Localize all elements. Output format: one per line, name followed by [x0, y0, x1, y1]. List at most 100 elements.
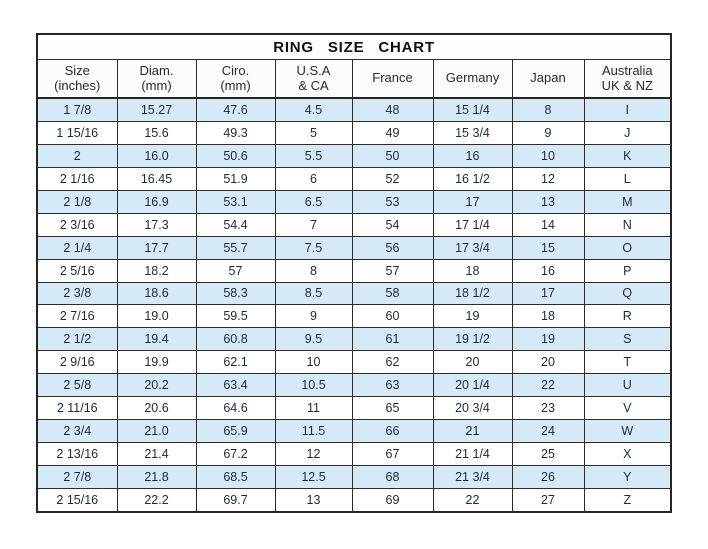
table-cell: 19: [432, 304, 513, 329]
table-cell: 24: [511, 418, 585, 443]
table-cell: 15 3/4: [432, 121, 513, 146]
table-row: 1 7/8 15.27 47.6 4.5 48 15 1/4 8 I: [36, 97, 672, 123]
table-cell: 12.5: [274, 464, 353, 489]
table-cell: 16.9: [116, 189, 197, 214]
table-cell: J: [583, 121, 672, 146]
table-cell: 20 3/4: [432, 396, 513, 420]
title-row: RING SIZE CHART: [36, 33, 672, 60]
column-header-france: France: [351, 59, 434, 99]
table-cell: 19.9: [116, 350, 197, 375]
column-header-label: Size: [64, 62, 90, 78]
table-cell: 53.1: [195, 189, 276, 214]
table-cell: L: [583, 166, 672, 191]
table-cell: 63.4: [195, 373, 276, 398]
chart-title: RING SIZE CHART: [36, 33, 672, 60]
table-cell: 2 3/8: [36, 281, 118, 306]
column-header-sublabel: (mm): [220, 77, 251, 93]
column-header-label: U.S.A: [296, 62, 331, 78]
table-cell: 68: [351, 464, 434, 489]
table-row: 2 7/16 19.0 59.5 9 60 19 18 R: [36, 304, 672, 329]
table-cell: 60: [351, 304, 434, 329]
table-cell: 7: [274, 212, 353, 237]
table-cell: 9: [274, 304, 353, 329]
table-cell: I: [583, 97, 672, 123]
table-cell: 15.6: [116, 121, 197, 146]
table-cell: 59.5: [195, 304, 276, 329]
table-cell: 60.8: [195, 327, 276, 352]
table-cell: 18 1/2: [432, 281, 513, 306]
table-cell: 1 7/8: [36, 97, 118, 123]
table-cell: 2 1/8: [36, 189, 118, 214]
table-cell: Y: [583, 464, 672, 489]
table-row: 2 3/16 17.3 54.4 7 54 17 1/4 14 N: [36, 212, 672, 237]
ring-size-chart: RING SIZE CHART Size (inches) Diam. (mm) Cir…: [36, 33, 673, 513]
column-header-label: Australia: [601, 62, 653, 78]
column-header-size: Size (inches): [36, 59, 118, 99]
table-row: 2 16.0 50.6 5.5 50 16 10 K: [36, 144, 672, 168]
table-cell: 65.9: [195, 418, 276, 443]
table-cell: 5.5: [274, 144, 353, 168]
table-cell: 16 1/2: [432, 166, 513, 191]
table-cell: 16: [511, 258, 585, 283]
table-cell: 67: [351, 441, 434, 466]
table-cell: W: [583, 418, 672, 443]
table-cell: 4.5: [274, 97, 353, 123]
table-row: 2 1/8 16.9 53.1 6.5 53 17 13 M: [36, 189, 672, 214]
table-row: 2 3/4 21.0 65.9 11.5 66 21 24 W: [36, 418, 672, 443]
table-cell: 68.5: [195, 464, 276, 489]
table-cell: 5: [274, 121, 353, 146]
table-cell: 14: [511, 212, 585, 237]
table-cell: X: [583, 441, 672, 466]
table-cell: 8: [274, 258, 353, 283]
table-cell: 18.6: [116, 281, 197, 306]
table-cell: 57: [351, 258, 434, 283]
table-cell: U: [583, 373, 672, 398]
table-cell: 21 3/4: [432, 464, 513, 489]
table-cell: 57: [195, 258, 276, 283]
table-cell: 26: [511, 464, 585, 489]
table-cell: 9.5: [274, 327, 353, 352]
table-cell: 27: [511, 487, 585, 513]
column-header-sublabel: (inches): [54, 77, 101, 93]
table-cell: 67.2: [195, 441, 276, 466]
column-header-label: Germany: [445, 70, 500, 86]
table-cell: 17.3: [116, 212, 197, 237]
ring-size-table: RING SIZE CHART Size (inches) Diam. (mm) Cir…: [36, 33, 673, 513]
table-cell: 2 5/8: [36, 373, 118, 398]
table-row: 2 5/16 18.2 57 8 57 18 16 P: [36, 258, 672, 283]
table-row: 2 1/4 17.7 55.7 7.5 56 17 3/4 15 O: [36, 235, 672, 260]
table-cell: 17 1/4: [432, 212, 513, 237]
table-cell: 52: [351, 166, 434, 191]
table-cell: Q: [583, 281, 672, 306]
column-header-sublabel: (mm): [141, 77, 172, 93]
table-cell: 54.4: [195, 212, 276, 237]
table-cell: 2: [36, 144, 118, 168]
table-cell: 12: [274, 441, 353, 466]
table-cell: 64.6: [195, 396, 276, 420]
table-cell: O: [583, 235, 672, 260]
table-cell: 2 7/16: [36, 304, 118, 329]
table-cell: 12: [511, 166, 585, 191]
table-row: 2 11/16 20.6 64.6 11 65 20 3/4 23 V: [36, 396, 672, 420]
table-cell: 10: [511, 144, 585, 168]
table-cell: P: [583, 258, 672, 283]
table-cell: 69.7: [195, 487, 276, 513]
table-cell: 8: [511, 97, 585, 123]
table-cell: 56: [351, 235, 434, 260]
table-head: RING SIZE CHART Size (inches) Diam. (mm) Cir…: [36, 33, 672, 99]
table-cell: 58: [351, 281, 434, 306]
table-row: 2 1/16 16.45 51.9 6 52 16 1/2 12 L: [36, 166, 672, 191]
table-row: 2 1/2 19.4 60.8 9.5 61 19 1/2 19 S: [36, 327, 672, 352]
table-cell: 21 1/4: [432, 441, 513, 466]
table-cell: 17: [511, 281, 585, 306]
column-header-usa-ca: U.S.A & CA: [274, 59, 353, 99]
table-cell: 21.0: [116, 418, 197, 443]
table-cell: S: [583, 327, 672, 352]
table-cell: 49.3: [195, 121, 276, 146]
table-cell: M: [583, 189, 672, 214]
table-cell: 19.0: [116, 304, 197, 329]
table-cell: 2 1/16: [36, 166, 118, 191]
table-cell: 2 13/16: [36, 441, 118, 466]
table-cell: 15: [511, 235, 585, 260]
